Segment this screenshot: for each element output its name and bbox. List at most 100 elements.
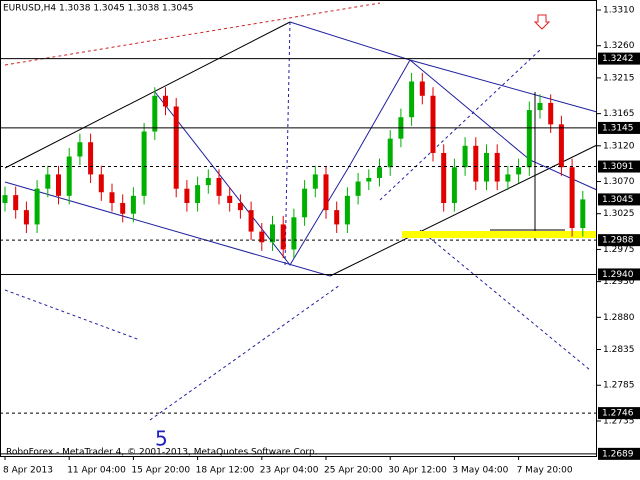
candle-body [377,167,382,178]
x-tick-label: 7 May 20:00 [517,466,573,476]
candle-body [409,81,415,118]
candle-body [484,152,489,182]
candle-body [120,202,126,214]
candle-body [516,167,522,175]
x-tick-label: 11 Apr 04:00 [67,466,126,476]
chart-title: EURUSD,H4 1.3038 1.3045 1.3038 1.3045 [3,4,194,14]
candle-body [77,142,83,157]
candle-body [441,152,447,203]
candle-body [2,195,8,203]
candle-body [270,224,275,243]
y-tick-label: 1.2735 [603,416,635,426]
candle-body [109,192,115,203]
x-tick-label: 3 May 04:00 [452,466,508,476]
candle-body [195,185,201,203]
y-tick-label: 1.3120 [603,141,635,151]
candle-body [88,142,94,175]
level-label: 1.2746 [602,409,634,419]
level-label: 1.3242 [602,54,634,64]
candle-body [419,81,425,96]
candle-body [344,195,350,225]
candle-body [548,102,554,125]
y-tick-label: 1.2975 [603,245,635,255]
candle-body [280,224,286,250]
candle-body [473,145,479,182]
target-zone [402,231,597,238]
y-tick-label: 1.3215 [603,73,635,83]
candle-body [205,177,211,186]
trend-line [4,21,291,169]
candle-body [355,181,361,196]
candle-body [259,231,265,243]
candle-body [302,188,308,218]
plot [0,58,597,455]
level-label: 1.2689 [602,449,634,459]
candle-body [323,174,329,211]
candle-body [216,177,222,196]
analysis-lines [4,2,598,421]
down-arrow [533,14,551,30]
candle-body [152,95,158,132]
candle-body [451,167,457,203]
level-label: 1.3145 [602,123,634,133]
y-tick-label: 1.3025 [603,209,635,219]
candle-body [23,210,29,225]
wave-label: 5 [155,427,168,451]
candle-body [227,195,233,203]
x-tick-label: 15 Apr 20:00 [131,466,190,476]
level-label: 1.2988 [602,236,634,246]
candle-body [173,106,179,189]
candle-body [248,210,254,232]
wave-line [154,59,411,266]
candle-body [494,152,500,182]
y-tick-label: 1.3165 [603,109,635,119]
candle-body [13,195,19,211]
y-tick-label: 1.2835 [603,345,635,355]
level-label: 1.3045 [602,195,634,205]
candle-body [580,199,586,228]
level-box [598,234,640,247]
trend-line [284,21,291,266]
candle-body [237,202,243,211]
y-tick-label: 1.2880 [603,313,635,323]
candle-body [184,188,190,203]
trend-line [419,229,591,371]
x-tick-label: 30 Apr 12:00 [388,466,447,476]
x-tick-label: 18 Apr 12:00 [196,466,255,476]
level-label: 1.3091 [602,162,634,172]
y-tick-label: 1.3310 [603,6,635,16]
candle-body [558,124,564,168]
candle-body [66,156,72,196]
candle-body [312,174,318,189]
candle-body [462,145,468,168]
candle-body [366,177,372,182]
footer: RoboForex - MetaTrader 4, © 2001-2013, M… [6,448,318,458]
candle-body [45,174,51,189]
level-box [598,447,640,460]
candle-body [334,210,340,225]
y-tick-label: 1.3260 [603,41,635,51]
level-box [598,407,640,420]
level-box [598,193,640,206]
candle-body [505,174,511,182]
trend-line [379,49,541,201]
level-box [598,268,640,281]
candle-body [141,131,147,196]
candle-body [430,95,436,153]
x-tick-label: 25 Apr 20:00 [324,466,383,476]
level-box [598,52,640,65]
y-tick-label: 1.2785 [603,381,635,391]
candle-body [163,95,168,107]
candle-body [130,195,136,214]
y-tick-label: 1.2930 [603,277,635,287]
level-box [598,160,640,173]
y-tick-label: 1.3070 [603,177,635,187]
candle-body [56,174,61,196]
candle-body [98,174,104,193]
candle-body [569,167,575,228]
candle-body [537,102,543,111]
trend-line [149,284,341,421]
x-tick-label: 23 Apr 04:00 [260,466,319,476]
candle-body [387,138,393,168]
